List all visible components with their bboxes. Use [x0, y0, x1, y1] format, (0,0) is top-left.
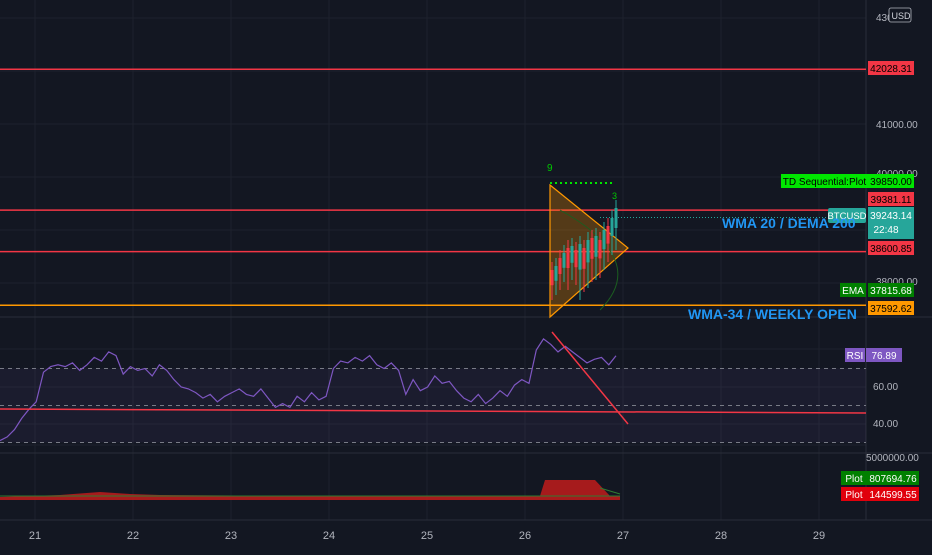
candle-body-12 [598, 240, 602, 259]
x-label-24: 24 [323, 530, 335, 542]
plot-green-name: Plot [845, 474, 862, 485]
rsi-trend-line [551, 331, 629, 425]
plot-green-name-bg [841, 471, 867, 485]
currency-box[interactable] [888, 7, 912, 23]
candle-body-7 [578, 244, 582, 270]
ema-name: EMA [842, 286, 864, 297]
vol-tick: 5000000.00 [866, 453, 919, 464]
candle-body-6 [574, 250, 578, 268]
ema-value-bg [868, 283, 914, 297]
level-badge-37592 [868, 301, 914, 315]
x-label-21: 21 [29, 530, 41, 542]
x-label-28: 28 [715, 530, 727, 542]
level-badge-42028 [868, 61, 914, 75]
x-label-27: 27 [617, 530, 629, 542]
td-count-top: 9 [547, 163, 553, 174]
btcusd-countdown: 22:48 [873, 225, 898, 236]
plot-red-name-bg [841, 487, 867, 501]
arc-line [559, 209, 619, 311]
candle-body-15 [610, 218, 614, 236]
wma20-annotation: WMA 20 / DEMA 200 [722, 215, 856, 231]
rsi-name: RSI [847, 351, 864, 362]
td-count-right: 3 [612, 191, 617, 201]
candle-body-16 [614, 208, 618, 228]
plot-red-name: Plot [845, 490, 862, 501]
btcusd-name-bg [828, 208, 866, 223]
volume-pane[interactable] [0, 480, 621, 500]
candle-body-3 [562, 253, 566, 268]
td-badge-name-bg [781, 174, 868, 188]
btcusd-name: BTCUSD [827, 211, 866, 222]
plot-green-value-bg [867, 471, 919, 485]
price-tick-38000: 38000.00 [876, 277, 918, 288]
rsi-line [0, 338, 617, 442]
level-label-38600: 38600.85 [870, 244, 912, 255]
candle-body-11 [594, 236, 598, 257]
candle-body-5 [570, 246, 574, 263]
price-tick-top: 430 [876, 13, 893, 24]
x-label-22: 22 [127, 530, 139, 542]
level-badge-39381 [868, 192, 914, 206]
btcusd-value-bg [868, 207, 914, 239]
candle-body-0 [550, 270, 554, 286]
rsi-value: 76.89 [871, 351, 896, 362]
plot-red-value: 144599.55 [869, 490, 917, 501]
level-label-37592: 37592.62 [870, 304, 912, 315]
rsi-support-line [0, 408, 867, 414]
rsi-tick-40: 40.00 [873, 419, 898, 430]
rsi-tick-60: 60.00 [873, 382, 898, 393]
candle-body-2 [558, 258, 562, 274]
td-badge-name: TD Sequential:Plot [783, 177, 867, 188]
volume-red-area [0, 480, 620, 500]
x-label-29: 29 [813, 530, 825, 542]
td-badge-value: 39850.00 [870, 177, 912, 188]
ema-name-bg [840, 283, 866, 297]
plot-green-value: 807694.76 [869, 474, 917, 485]
rsi-pane[interactable] [0, 331, 867, 443]
plot-red-value-bg [867, 487, 919, 501]
level-label-42028: 42028.31 [870, 64, 912, 75]
candle-body-13 [602, 230, 606, 250]
rsi-name-bg [845, 348, 865, 362]
candle-body-14 [606, 226, 610, 244]
wma34-annotation: WMA-34 / WEEKLY OPEN [688, 306, 857, 322]
volume-green-tail [599, 487, 621, 495]
currency-label[interactable]: USD [892, 11, 912, 21]
x-axis: 21 22 23 24 25 26 27 28 29 [29, 530, 825, 542]
price-pane[interactable] [0, 68, 866, 319]
candle-body-1 [554, 266, 558, 281]
level-label-39381: 39381.11 [871, 195, 912, 206]
x-label-25: 25 [421, 530, 433, 542]
level-badge-38600 [868, 241, 914, 255]
x-label-23: 23 [225, 530, 237, 542]
grid [0, 0, 932, 521]
candle-body-4 [566, 248, 570, 268]
candle-body-10 [590, 238, 594, 259]
price-tick-41000: 41000.00 [876, 120, 918, 131]
candle-body-8 [582, 248, 586, 269]
btcusd-value: 39243.14 [870, 211, 912, 222]
x-label-26: 26 [519, 530, 531, 542]
td-badge-value-bg [868, 174, 914, 188]
candle-body-9 [586, 240, 590, 263]
rsi-value-bg [866, 348, 902, 362]
ema-value: 37815.68 [870, 286, 912, 297]
